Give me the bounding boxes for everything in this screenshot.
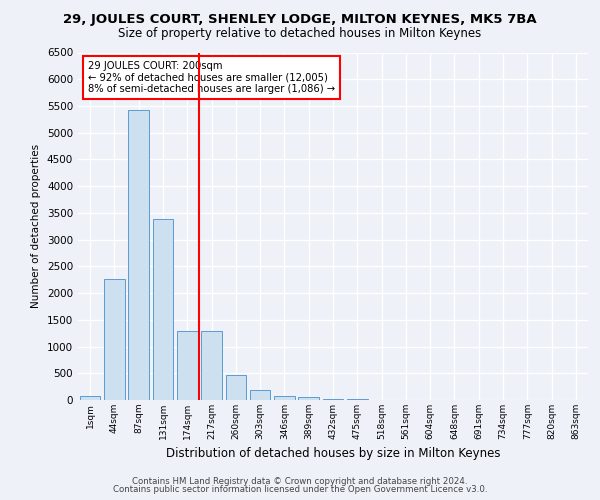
Text: Contains public sector information licensed under the Open Government Licence v3: Contains public sector information licen…: [113, 485, 487, 494]
Text: 29, JOULES COURT, SHENLEY LODGE, MILTON KEYNES, MK5 7BA: 29, JOULES COURT, SHENLEY LODGE, MILTON …: [63, 12, 537, 26]
Bar: [128, 110, 149, 400]
X-axis label: Distribution of detached houses by size in Milton Keynes: Distribution of detached houses by size …: [166, 448, 500, 460]
Text: 29 JOULES COURT: 200sqm
← 92% of detached houses are smaller (12,005)
8% of semi: 29 JOULES COURT: 200sqm ← 92% of detache…: [88, 61, 335, 94]
Bar: [152, 220, 173, 400]
Bar: [104, 279, 125, 400]
Bar: [250, 390, 271, 400]
Bar: [80, 396, 100, 400]
Bar: [177, 330, 197, 400]
Y-axis label: Number of detached properties: Number of detached properties: [31, 144, 41, 308]
Bar: [298, 397, 319, 400]
Bar: [226, 375, 246, 400]
Bar: [274, 396, 295, 400]
Text: Size of property relative to detached houses in Milton Keynes: Size of property relative to detached ho…: [118, 28, 482, 40]
Text: Contains HM Land Registry data © Crown copyright and database right 2024.: Contains HM Land Registry data © Crown c…: [132, 477, 468, 486]
Bar: [201, 330, 222, 400]
Bar: [323, 399, 343, 400]
